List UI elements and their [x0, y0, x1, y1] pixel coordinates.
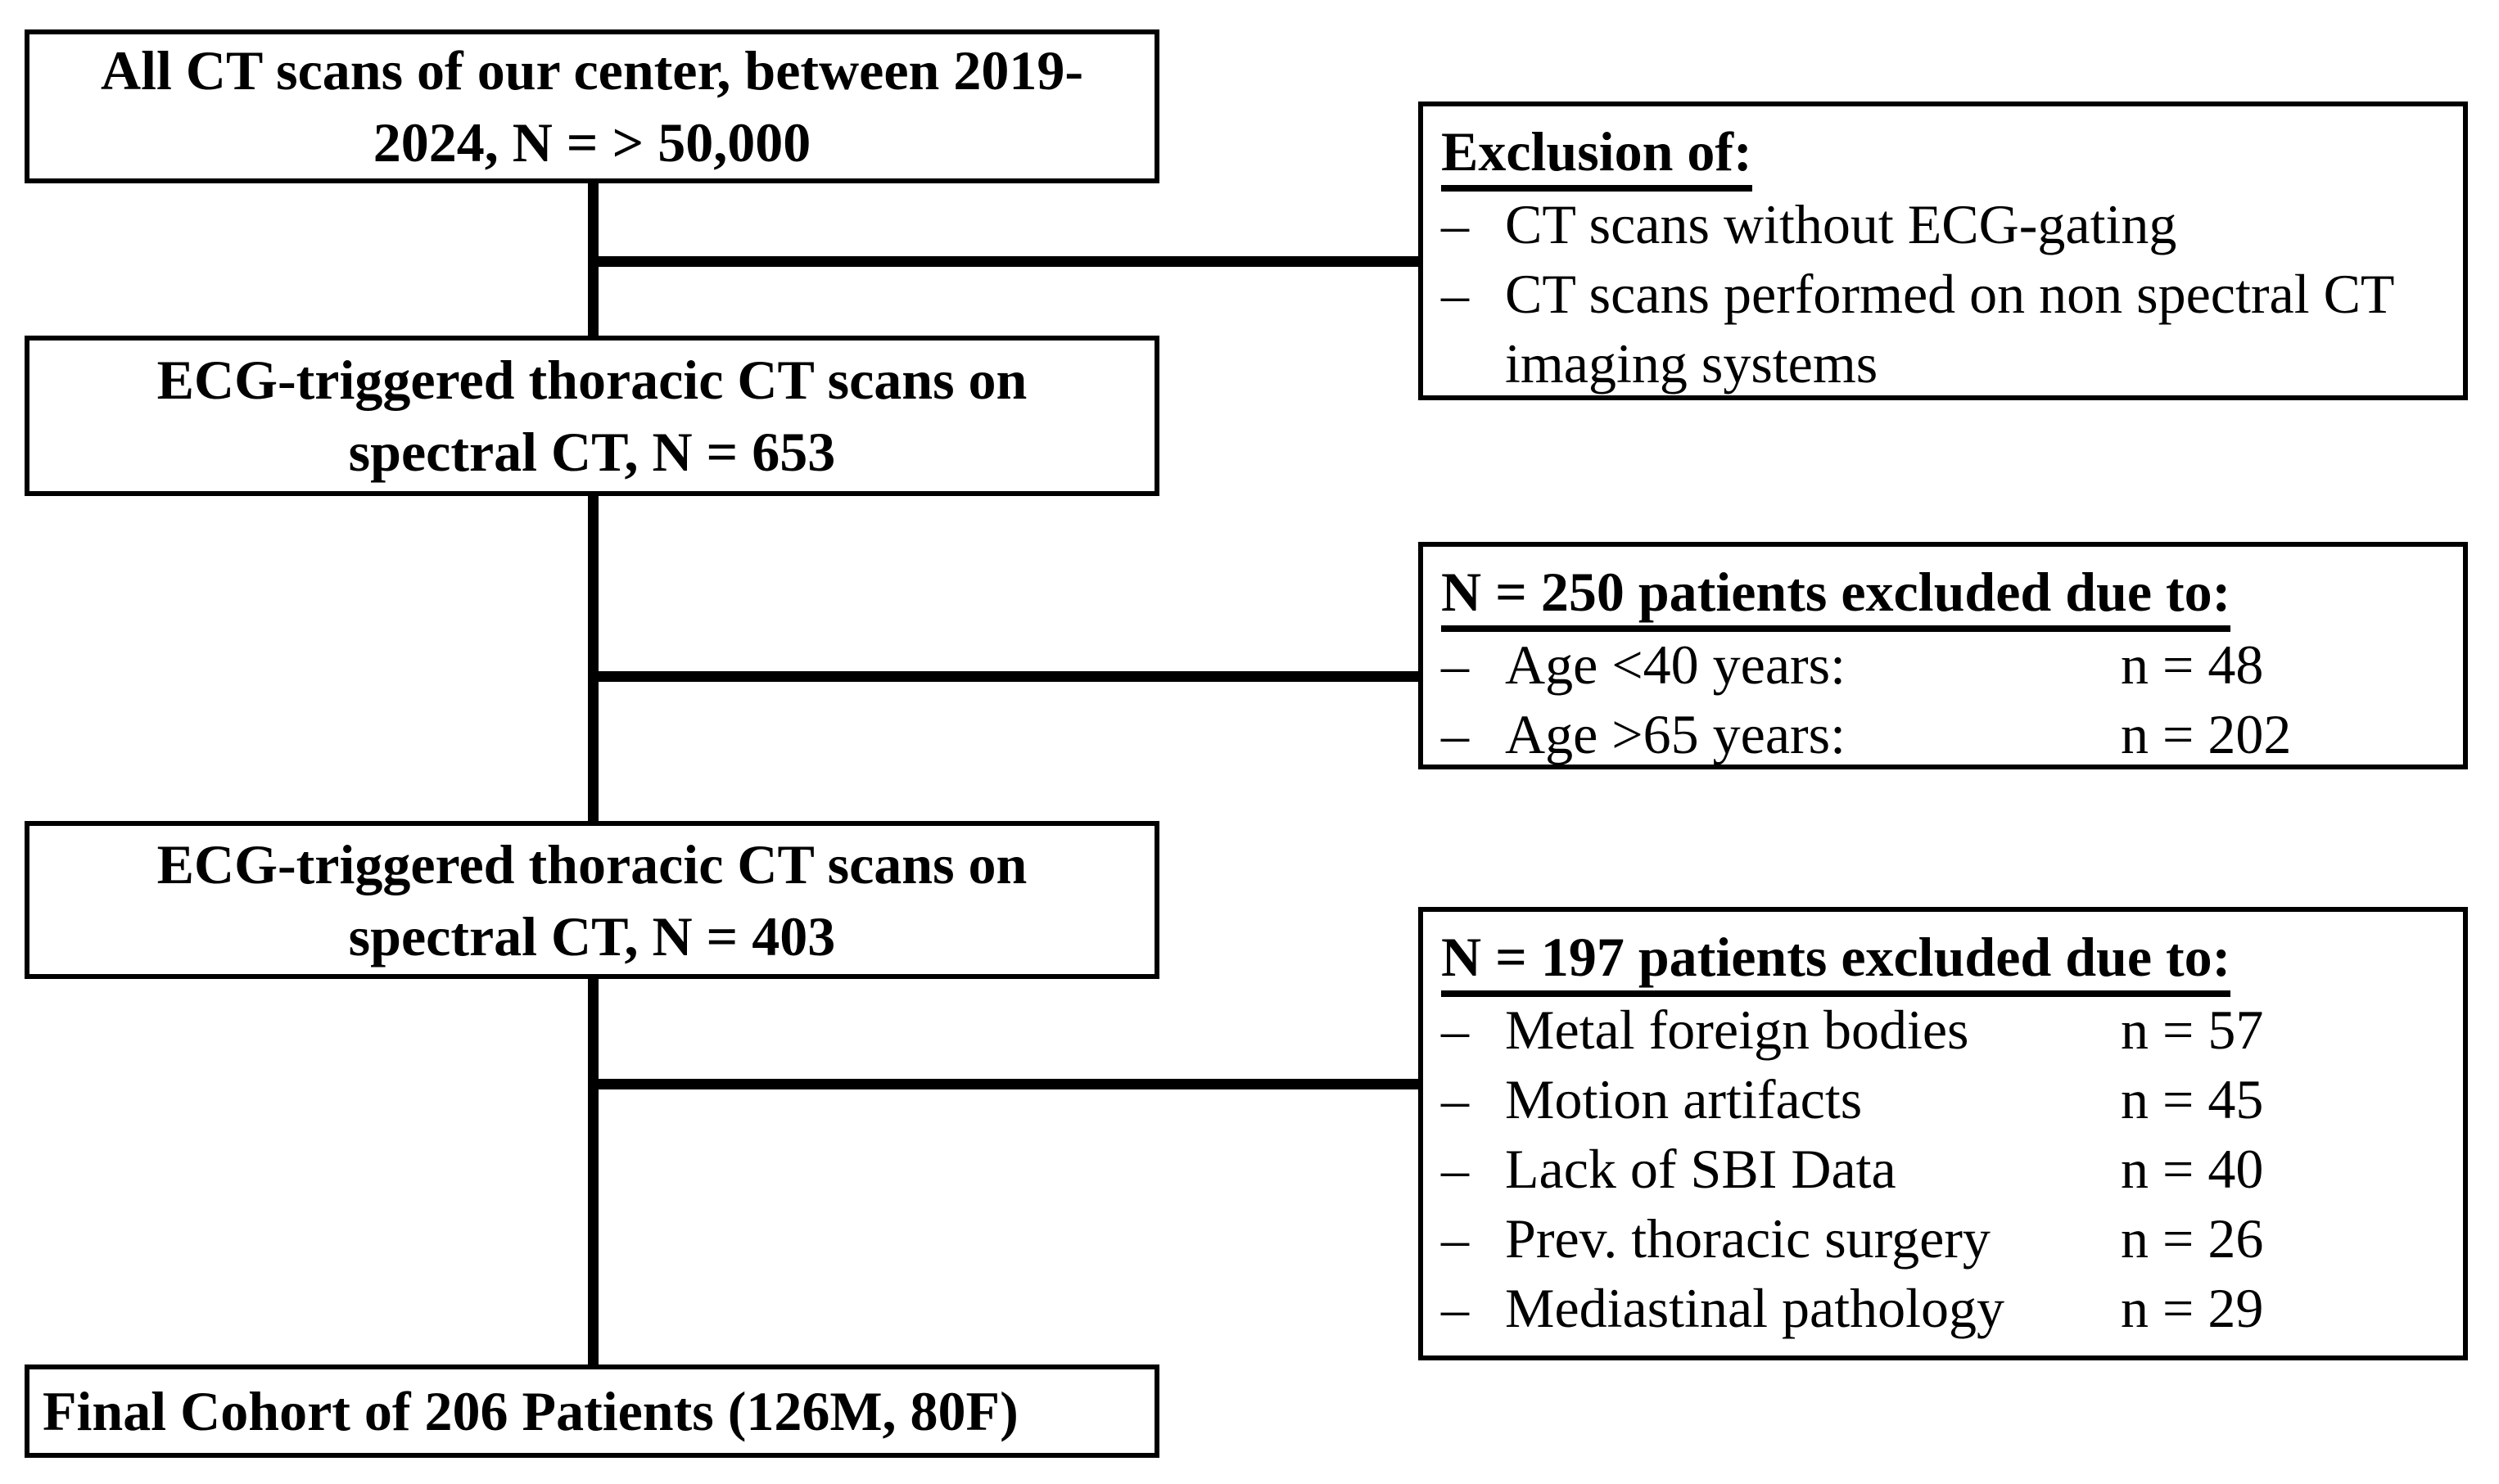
exclusion-item-label: CT scans without ECG-gating	[1505, 193, 2177, 255]
exclusion-item: – Age >65 years: n = 202	[1441, 700, 2448, 769]
exclusion-item-count: n = 40	[2121, 1138, 2264, 1200]
flow-box-text-line: Final Cohort of 206 Patients (126M, 80F)	[43, 1380, 1019, 1442]
flow-box-text-line: spectral CT, N = 403	[348, 904, 836, 968]
flow-box-text-line: ECG-triggered thoracic CT scans on	[156, 349, 1028, 411]
dash-bullet: –	[1441, 1138, 1469, 1200]
exclusion-box-197: N = 197 patients excluded due to: – Meta…	[1418, 907, 2468, 1360]
dash-bullet: –	[1441, 1207, 1469, 1270]
dash-bullet: –	[1441, 1277, 1469, 1339]
exclusion-item: – Age <40 years: n = 48	[1441, 630, 2448, 700]
exclusion-item-count: n = 48	[2121, 634, 2264, 696]
exclusion-box-title: Exclusion of:	[1441, 113, 2448, 192]
exclusion-item-count: n = 29	[2121, 1277, 2264, 1339]
exclusion-box-criteria: Exclusion of: – CT scans without ECG-gat…	[1418, 101, 2468, 400]
exclusion-item-count: n = 57	[2121, 999, 2264, 1061]
flow-box-text-line: spectral CT, N = 653	[348, 421, 836, 483]
flow-box-text-line: All CT scans of our center, between 2019…	[101, 39, 1083, 101]
flow-box-final-cohort: Final Cohort of 206 Patients (126M, 80F)	[25, 1364, 1159, 1458]
exclusion-item: – Motion artifacts n = 45	[1441, 1065, 2448, 1134]
exclusion-item-label: Lack of SBI Data	[1505, 1138, 1896, 1200]
exclusion-item: – CT scans performed on non spectral CT …	[1441, 259, 2448, 399]
exclusion-box-title: N = 250 patients excluded due to:	[1441, 553, 2448, 632]
exclusion-item: – Lack of SBI Data n = 40	[1441, 1134, 2448, 1204]
dash-bullet: –	[1441, 999, 1469, 1061]
dash-bullet: –	[1441, 703, 1469, 765]
exclusion-item: – Prev. thoracic surgery n = 26	[1441, 1204, 2448, 1274]
dash-bullet: –	[1441, 263, 1469, 325]
exclusion-item-count: n = 26	[2121, 1207, 2264, 1270]
exclusion-box-title: N = 197 patients excluded due to:	[1441, 918, 2448, 997]
flow-box-text-line: 2024, N = > 50,000	[373, 111, 811, 174]
exclusion-item-label: CT scans performed on non spectral CT im…	[1505, 263, 2394, 395]
flow-box-ecg-triggered-403: ECG-triggered thoracic CT scans on spect…	[25, 821, 1159, 979]
exclusion-item-label: Motion artifacts	[1505, 1068, 1863, 1130]
flow-box-text-line: ECG-triggered thoracic CT scans on	[156, 832, 1028, 895]
dash-bullet: –	[1441, 193, 1469, 255]
exclusion-item: – Metal foreign bodies n = 57	[1441, 995, 2448, 1065]
flow-box-ecg-triggered-653: ECG-triggered thoracic CT scans on spect…	[25, 336, 1159, 496]
exclusion-item-label: Age <40 years:	[1505, 634, 1846, 696]
exclusion-item-label: Metal foreign bodies	[1505, 999, 1969, 1061]
exclusion-item: – Mediastinal pathology n = 29	[1441, 1274, 2448, 1343]
exclusion-item-label: Mediastinal pathology	[1505, 1277, 2005, 1339]
connector-branch-excluded-197	[588, 1079, 1418, 1089]
exclusion-item-label: Age >65 years:	[1505, 703, 1846, 765]
exclusion-item: – CT scans without ECG-gating	[1441, 190, 2448, 259]
dash-bullet: –	[1441, 634, 1469, 696]
exclusion-item-count: n = 45	[2121, 1068, 2264, 1130]
connector-branch-exclusion	[588, 256, 1418, 267]
exclusion-item-count: n = 202	[2121, 703, 2292, 765]
flow-box-all-ct-scans: All CT scans of our center, between 2019…	[25, 29, 1159, 183]
dash-bullet: –	[1441, 1068, 1469, 1130]
exclusion-box-250: N = 250 patients excluded due to: – Age …	[1418, 542, 2468, 769]
exclusion-item-label: Prev. thoracic surgery	[1505, 1207, 1991, 1270]
connector-branch-excluded-250	[588, 671, 1418, 682]
